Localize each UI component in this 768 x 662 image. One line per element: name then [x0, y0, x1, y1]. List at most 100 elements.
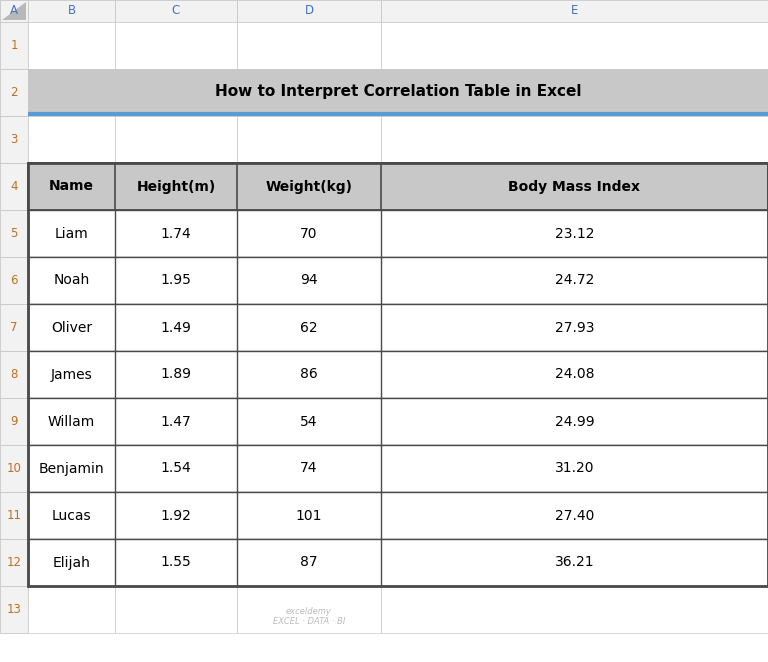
Text: 23.12: 23.12: [554, 226, 594, 240]
Text: Lucas: Lucas: [51, 508, 91, 522]
Bar: [0, 304, 28, 351]
Bar: [28, 398, 115, 445]
Text: 10: 10: [7, 462, 22, 475]
Text: 74: 74: [300, 461, 318, 475]
Text: How to Interpret Correlation Table in Excel: How to Interpret Correlation Table in Ex…: [215, 84, 581, 99]
Text: 24.72: 24.72: [554, 273, 594, 287]
Bar: [28, 257, 115, 304]
Text: 8: 8: [10, 368, 18, 381]
Bar: [115, 492, 237, 539]
Bar: [237, 22, 381, 69]
Bar: [28, 0, 115, 22]
Bar: [28, 116, 115, 163]
Bar: [381, 398, 768, 445]
Text: 24.08: 24.08: [554, 367, 594, 381]
Text: E: E: [571, 5, 578, 17]
Text: 27.93: 27.93: [554, 320, 594, 334]
Bar: [115, 257, 237, 304]
Bar: [115, 0, 237, 22]
Bar: [28, 163, 768, 210]
Bar: [381, 210, 768, 257]
Bar: [28, 210, 115, 257]
Bar: [0, 445, 28, 492]
Bar: [0, 539, 28, 586]
Text: 1.95: 1.95: [161, 273, 191, 287]
Bar: [28, 445, 768, 492]
Text: 94: 94: [300, 273, 318, 287]
Bar: [237, 351, 381, 398]
Bar: [237, 69, 381, 116]
Text: B: B: [68, 5, 75, 17]
Bar: [381, 0, 768, 22]
Bar: [115, 445, 237, 492]
Text: Body Mass Index: Body Mass Index: [508, 179, 641, 193]
Text: 9: 9: [10, 415, 18, 428]
Text: 1: 1: [10, 39, 18, 52]
Bar: [237, 492, 381, 539]
Bar: [28, 163, 115, 210]
Text: Noah: Noah: [53, 273, 90, 287]
Bar: [28, 22, 115, 69]
Text: 62: 62: [300, 320, 318, 334]
Text: James: James: [51, 367, 92, 381]
Bar: [28, 398, 768, 445]
Text: Elijah: Elijah: [52, 555, 91, 569]
Text: Benjamin: Benjamin: [38, 461, 104, 475]
Bar: [28, 351, 115, 398]
Bar: [0, 351, 28, 398]
Text: 1.92: 1.92: [161, 508, 191, 522]
Text: Name: Name: [49, 179, 94, 193]
Text: 1.49: 1.49: [161, 320, 191, 334]
Text: 5: 5: [10, 227, 18, 240]
Bar: [28, 257, 768, 304]
Text: 13: 13: [7, 603, 22, 616]
Bar: [28, 69, 115, 116]
Text: 3: 3: [10, 133, 18, 146]
Bar: [0, 0, 28, 22]
Bar: [0, 257, 28, 304]
Bar: [115, 210, 237, 257]
Bar: [28, 304, 768, 351]
Bar: [237, 257, 381, 304]
Bar: [237, 586, 381, 633]
Text: 1.55: 1.55: [161, 555, 191, 569]
Bar: [115, 398, 237, 445]
Bar: [115, 116, 237, 163]
Bar: [381, 586, 768, 633]
Bar: [115, 539, 237, 586]
Bar: [115, 586, 237, 633]
Polygon shape: [2, 2, 26, 20]
Text: 101: 101: [296, 508, 323, 522]
Bar: [0, 210, 28, 257]
Bar: [115, 351, 237, 398]
Bar: [115, 304, 237, 351]
Text: 36.21: 36.21: [554, 555, 594, 569]
Text: 4: 4: [10, 180, 18, 193]
Bar: [381, 22, 768, 69]
Bar: [115, 163, 237, 210]
Bar: [381, 304, 768, 351]
Bar: [381, 69, 768, 116]
Text: 1.54: 1.54: [161, 461, 191, 475]
Text: 1.47: 1.47: [161, 414, 191, 428]
Bar: [28, 586, 115, 633]
Text: 1.74: 1.74: [161, 226, 191, 240]
Bar: [28, 69, 768, 116]
Bar: [237, 0, 381, 22]
Bar: [237, 304, 381, 351]
Bar: [381, 257, 768, 304]
Text: Willam: Willam: [48, 414, 95, 428]
Bar: [381, 163, 768, 210]
Bar: [28, 492, 768, 539]
Text: 70: 70: [300, 226, 318, 240]
Bar: [237, 163, 381, 210]
Text: 31.20: 31.20: [554, 461, 594, 475]
Text: 1.89: 1.89: [161, 367, 191, 381]
Text: A: A: [10, 5, 18, 17]
Text: Liam: Liam: [55, 226, 88, 240]
Bar: [28, 492, 115, 539]
Text: 86: 86: [300, 367, 318, 381]
Text: Oliver: Oliver: [51, 320, 92, 334]
Bar: [0, 116, 28, 163]
Bar: [381, 539, 768, 586]
